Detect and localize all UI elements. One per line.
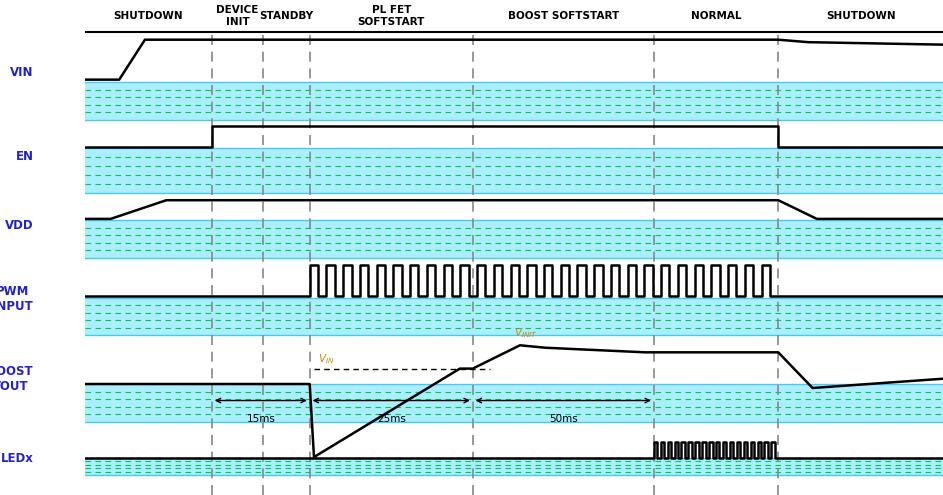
Text: NORMAL: NORMAL: [691, 11, 741, 21]
Text: PL FET
SOFTSTART: PL FET SOFTSTART: [357, 5, 425, 27]
Text: VIN: VIN: [9, 66, 33, 79]
Text: LEDx: LEDx: [1, 452, 33, 465]
Bar: [85, 298, 943, 335]
Text: DEVICE
INIT: DEVICE INIT: [217, 5, 258, 27]
Text: STANDBY: STANDBY: [259, 11, 314, 21]
Bar: [85, 82, 943, 120]
Text: BOOST
VOUT: BOOST VOUT: [0, 364, 33, 393]
Text: EN: EN: [15, 150, 33, 163]
Text: VDD: VDD: [5, 219, 33, 232]
Bar: [85, 458, 943, 475]
Text: $V_{INIT}$: $V_{INIT}$: [514, 326, 538, 340]
Text: BOOST SOFTSTART: BOOST SOFTSTART: [507, 11, 619, 21]
Text: SHUTDOWN: SHUTDOWN: [826, 11, 896, 21]
Text: SHUTDOWN: SHUTDOWN: [113, 11, 183, 21]
Bar: [85, 384, 943, 422]
Bar: [85, 148, 943, 193]
Text: 25ms: 25ms: [377, 414, 405, 424]
Bar: [85, 220, 943, 258]
Text: 50ms: 50ms: [549, 414, 578, 424]
Text: $V_{IN}$: $V_{IN}$: [319, 352, 335, 366]
Text: PWM
INPUT: PWM INPUT: [0, 285, 33, 313]
Text: 15ms: 15ms: [246, 414, 275, 424]
